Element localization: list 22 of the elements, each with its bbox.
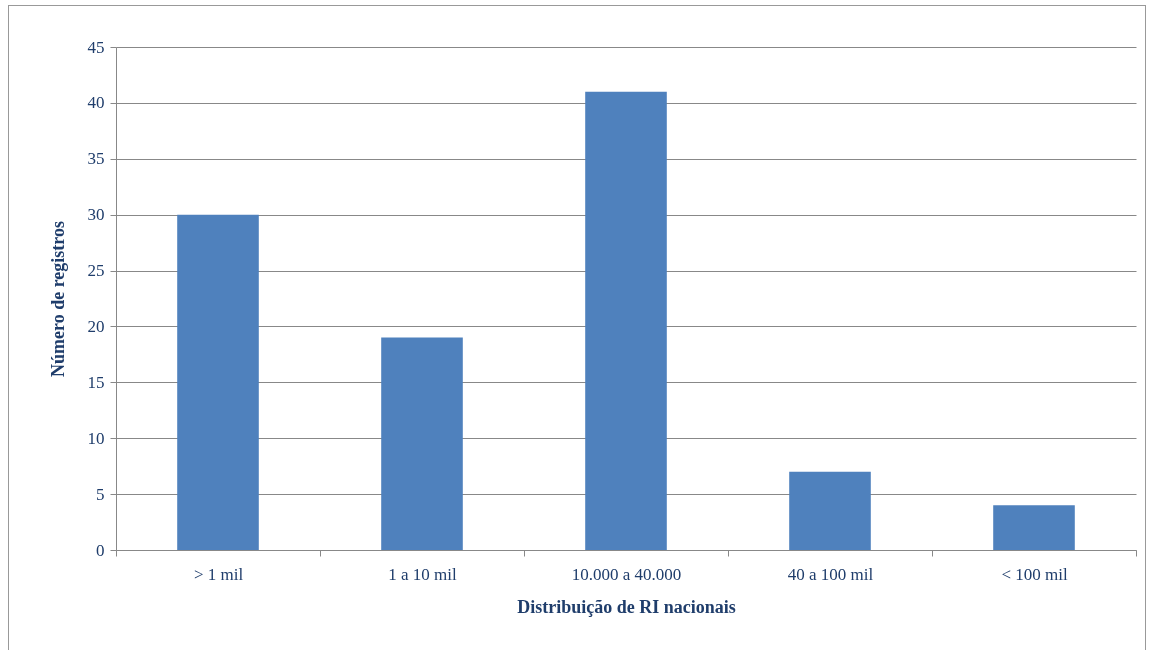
y-tick-label: 5 [96, 484, 105, 504]
x-tick-label: 40 a 100 mil [787, 564, 874, 584]
y-tick-label: 15 [87, 372, 105, 392]
bar [381, 337, 463, 550]
bar [789, 471, 871, 550]
y-tick-label: 30 [87, 205, 105, 225]
x-tick-label: > 1 mil [193, 564, 244, 584]
y-tick-label: 20 [87, 316, 105, 336]
bar [993, 505, 1075, 550]
bar [177, 214, 259, 550]
x-tick-label: 1 a 10 mil [388, 564, 458, 584]
x-tick-label: 10.000 a 40.000 [571, 564, 682, 584]
y-tick-label: 35 [87, 149, 105, 169]
x-axis-title: Distribuição de RI nacionais [517, 596, 736, 617]
y-tick-label: 10 [87, 428, 105, 448]
y-tick-label: 0 [96, 540, 105, 560]
y-tick-label: 45 [87, 37, 105, 57]
bar [585, 91, 667, 550]
x-tick-label: < 100 mil [1001, 564, 1068, 584]
y-tick-label: 40 [87, 93, 105, 113]
y-tick-label: 25 [87, 261, 105, 281]
y-axis-title: Número de registros [47, 221, 68, 377]
